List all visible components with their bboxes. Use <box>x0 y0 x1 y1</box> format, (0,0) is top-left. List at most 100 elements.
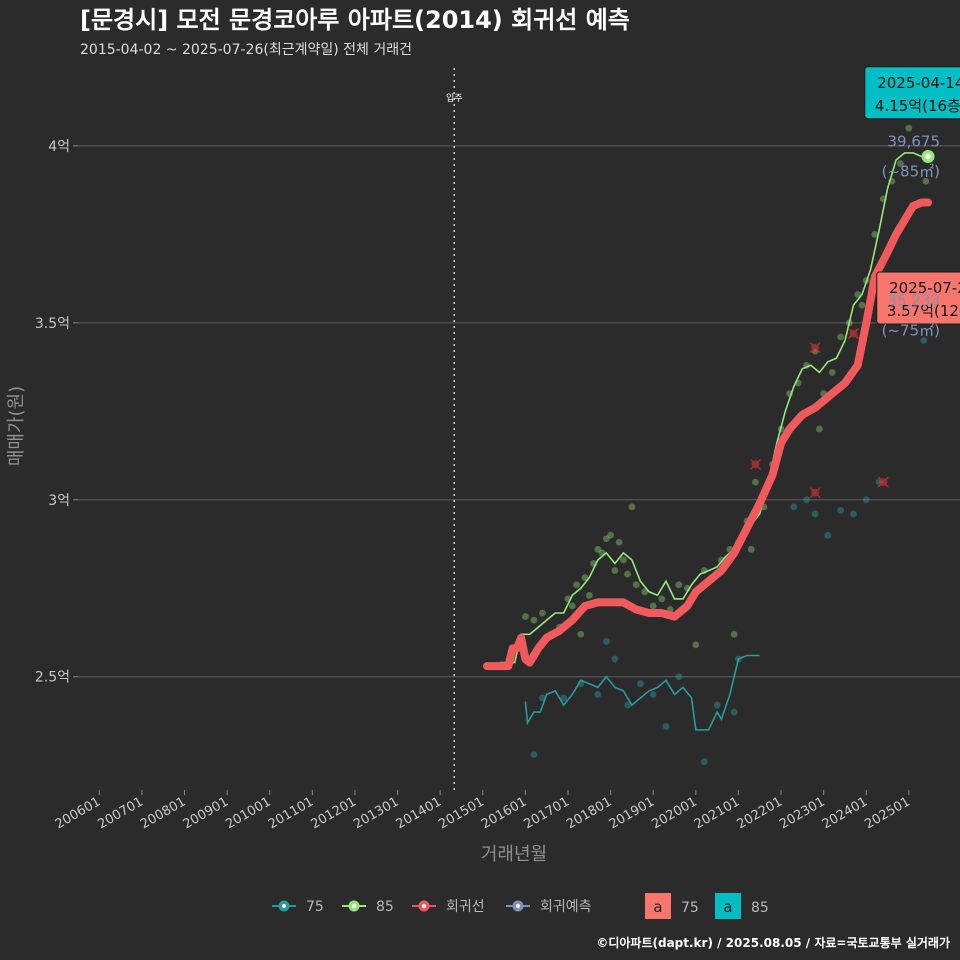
scatter-point-85 <box>747 545 755 553</box>
end-label-area: (~85㎡) <box>882 162 940 180</box>
end-label-count: 39,675 <box>888 132 941 150</box>
scatter-point-75 <box>602 637 610 645</box>
scatter-point-85 <box>521 613 529 620</box>
prediction-mark-x <box>877 476 889 488</box>
prediction-marks <box>749 327 889 499</box>
scatter-point-85 <box>568 602 576 610</box>
scatter-point-75 <box>790 503 798 511</box>
x-axis-label: 거래년월 <box>481 844 547 865</box>
scatter-point-85 <box>602 535 610 543</box>
legend-label: 회귀예측 <box>540 899 592 915</box>
legend-box-label: 85 <box>751 900 769 916</box>
scatter-point-85 <box>628 503 636 511</box>
move-in-line: 입주 <box>446 68 463 790</box>
credit-text: ©디아파트(dapt.kr) / 2025.08.05 / 자료=국토교통부 실… <box>596 935 950 950</box>
legend-swatch-center <box>282 904 286 908</box>
legend-swatch-center <box>352 904 356 908</box>
scatter-point-75 <box>730 708 738 716</box>
scatter-point-75 <box>530 751 538 759</box>
y-tick-label: 3억 <box>48 493 70 509</box>
scatter-point-75 <box>862 496 870 504</box>
callout-date: 2025-04-14 <box>877 74 960 92</box>
legend-swatch-center <box>422 904 426 908</box>
scatter-point-85 <box>854 291 862 298</box>
scatter-point-75 <box>824 531 832 539</box>
scatter-point-75 <box>850 510 857 518</box>
series-line-regression <box>483 198 932 671</box>
scatter-point-85 <box>611 567 619 574</box>
series-line-75 <box>524 654 760 731</box>
callout-price: 3.57억(12층) <box>887 302 960 320</box>
scatter-point-85 <box>607 531 615 539</box>
series-line-85 <box>499 152 923 664</box>
scatter-point-85 <box>577 630 585 638</box>
scatter-point-85 <box>641 588 649 596</box>
scatter-point-85 <box>752 478 759 486</box>
y-tick-label: 4억 <box>48 139 70 155</box>
legend-label: 75 <box>306 899 324 915</box>
scatter-point-85 <box>815 425 823 433</box>
prediction-mark-x <box>749 458 762 470</box>
scatter-point-75 <box>560 694 568 702</box>
scatter-point-75 <box>594 691 602 698</box>
prediction-mark-x <box>809 487 821 499</box>
legend-box <box>715 893 741 919</box>
price-callouts: 2025-04-14 4.15억(16층) 2025-07-26 3.57억(12층) <box>864 66 960 325</box>
scatter-point-85 <box>828 368 836 376</box>
end-labels: 39,675 (~85㎡) 35,233 (~75㎡) <box>882 132 940 339</box>
prediction-mark-x <box>847 327 860 339</box>
end-label-area: (~75㎡) <box>882 322 940 340</box>
scatter-point-75 <box>649 691 657 698</box>
callout-price: 4.15억(16층) <box>875 97 960 115</box>
end-label-count: 35,233 <box>888 292 941 310</box>
callout-box <box>864 66 960 120</box>
scatter-point-85 <box>649 602 657 610</box>
scatter-point-75 <box>713 701 721 709</box>
series-lines <box>483 152 932 731</box>
scatter-point-85 <box>632 581 640 589</box>
scatter-point-75 <box>837 507 845 514</box>
scatter-point-85 <box>692 641 700 649</box>
y-gridlines <box>78 145 960 678</box>
legend-box-glyph: a <box>723 898 732 916</box>
scatter-point-85 <box>619 556 627 564</box>
legend: 75 85 회귀선 회귀예측 a 75 a 85 <box>272 893 769 919</box>
scatter-point-75 <box>662 722 670 730</box>
legend-swatch-center <box>516 904 520 908</box>
legend-label: 85 <box>376 899 394 915</box>
scatter-point-85 <box>624 570 632 578</box>
scatter-point-85 <box>615 538 623 546</box>
scatter-point-75 <box>611 655 619 663</box>
scatter-point-85 <box>730 630 738 638</box>
legend-label: 회귀선 <box>446 899 485 915</box>
scatter-point-75 <box>637 680 644 688</box>
scatter-point-85 <box>858 301 866 309</box>
prediction-mark-x <box>809 342 821 354</box>
chart-title: [문경시] 모전 문경코아루 아파트(2014) 회귀선 예측 <box>80 6 630 34</box>
scatter-point-85 <box>581 574 589 582</box>
scatter-point-75 <box>700 758 708 766</box>
legend-box-label: 75 <box>681 900 699 916</box>
scatter-point-85 <box>922 177 930 185</box>
scatter-point-85 <box>539 609 546 617</box>
scatter-point-85 <box>837 333 845 341</box>
scatter-point-75 <box>811 510 819 518</box>
y-axis-label: 매매가(원) <box>6 386 27 466</box>
y-tick-label: 3.5억 <box>35 316 70 332</box>
chart-subtitle: 2015-04-02 ~ 2025-07-26(최근계약일) 전체 거래건 <box>80 42 412 58</box>
y-tick-label: 2.5억 <box>35 670 70 686</box>
end-point-center-85 <box>925 153 931 160</box>
scatter-point-85 <box>585 591 593 599</box>
legend-box <box>645 893 671 919</box>
scatter-point-75 <box>803 496 811 504</box>
scatter-point-85 <box>675 581 683 589</box>
y-axis-ticks: 2.5억 3억 3.5억 4억 <box>35 139 78 686</box>
scatter-point-85 <box>871 230 879 238</box>
move-in-label: 입주 <box>446 92 463 104</box>
scatter-point-75 <box>920 337 928 344</box>
scatter-point-75 <box>624 701 632 709</box>
scatter-point-85 <box>896 160 904 167</box>
scatter-point-75 <box>675 673 683 681</box>
